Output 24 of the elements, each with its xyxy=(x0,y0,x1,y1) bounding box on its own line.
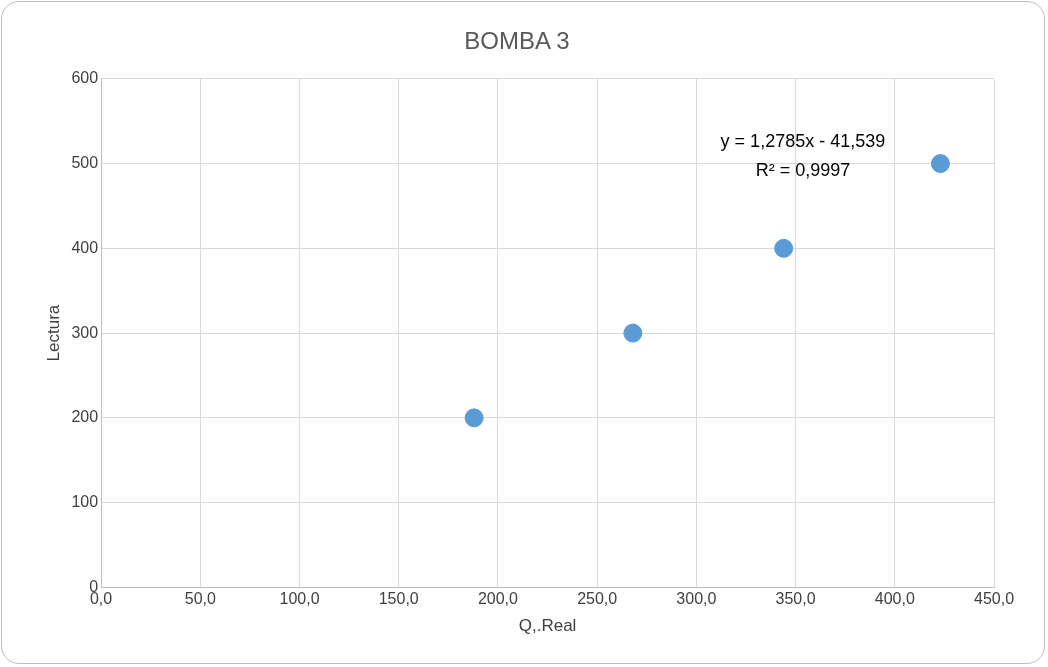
x-tick-label: 450,0 xyxy=(973,590,1015,608)
point xyxy=(774,238,794,258)
x-tick-label: 150,0 xyxy=(378,590,419,608)
y-tick-label: 300 xyxy=(71,323,99,341)
y-tick-label: 200 xyxy=(71,408,99,426)
chart-title: BOMBA 3 xyxy=(464,27,570,55)
y-tick-label: 500 xyxy=(71,153,99,171)
annotation: y = 1,2785x - 41,539 xyxy=(720,130,886,151)
x-tick-label: 200,0 xyxy=(477,590,519,608)
annotation: R² = 0,9997 xyxy=(755,159,851,180)
x-tick-label: 300,0 xyxy=(676,590,717,608)
x-axis-title: Q,.Real xyxy=(518,616,577,636)
y-tick-label: 100 xyxy=(71,493,99,511)
x-tick-label: 400,0 xyxy=(874,590,915,608)
y-axis-title: Lectura xyxy=(43,304,63,362)
x-tick-label: 250,0 xyxy=(577,590,618,608)
y-tick-label: 400 xyxy=(71,238,99,256)
point xyxy=(464,408,484,428)
point xyxy=(930,154,950,174)
x-tick-label: 350,0 xyxy=(775,590,816,608)
point xyxy=(623,323,643,343)
y-tick-label: 600 xyxy=(71,69,99,87)
x-tick-label: 100,0 xyxy=(279,590,320,608)
x-tick-label: 50,0 xyxy=(184,590,216,608)
